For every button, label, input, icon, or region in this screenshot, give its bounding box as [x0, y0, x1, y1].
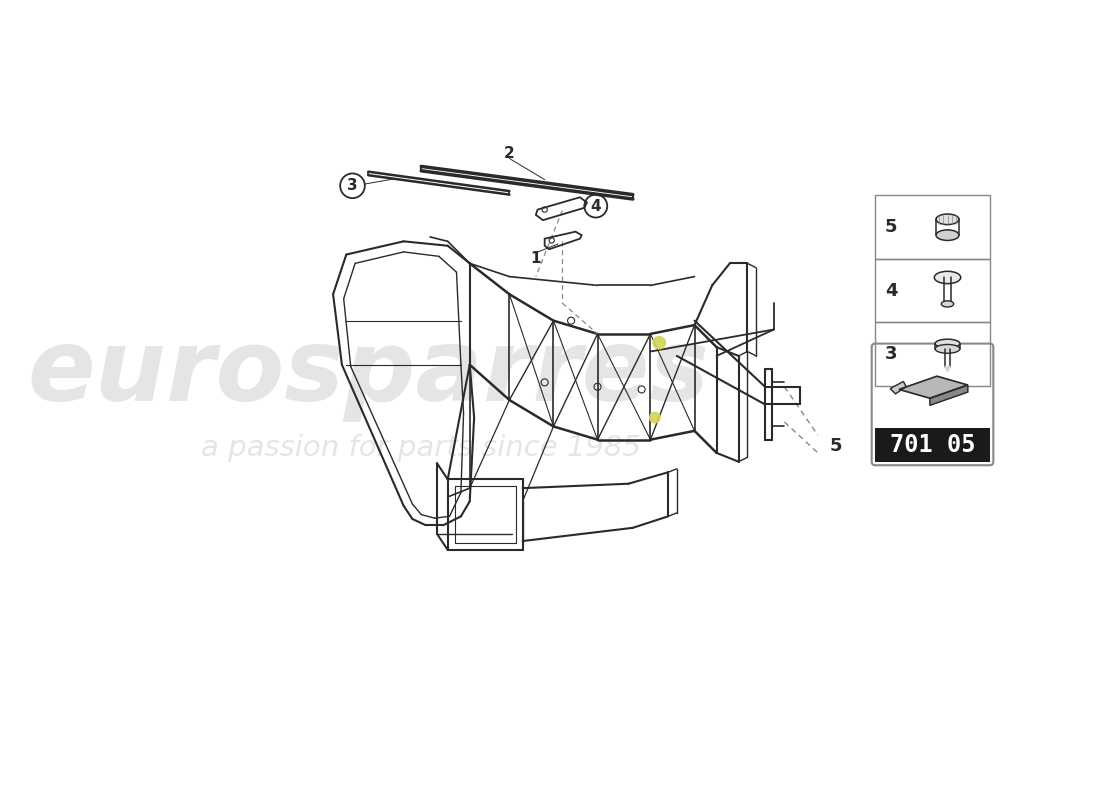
- Ellipse shape: [942, 301, 954, 307]
- Text: 3: 3: [348, 178, 358, 194]
- Ellipse shape: [935, 339, 960, 348]
- Text: 701 05: 701 05: [890, 433, 976, 457]
- Text: 3: 3: [884, 345, 898, 363]
- Polygon shape: [930, 385, 968, 406]
- Bar: [876, 428, 990, 462]
- Polygon shape: [890, 382, 906, 394]
- Circle shape: [650, 412, 660, 423]
- Text: eurosparres: eurosparres: [28, 325, 710, 422]
- Text: 2: 2: [504, 146, 515, 161]
- Ellipse shape: [936, 214, 959, 225]
- Ellipse shape: [934, 271, 960, 284]
- Text: 4: 4: [591, 198, 601, 214]
- Bar: [876, 195, 990, 259]
- Bar: [876, 259, 990, 322]
- Circle shape: [653, 337, 666, 349]
- Polygon shape: [899, 376, 968, 398]
- Text: 1: 1: [530, 250, 541, 266]
- Text: a passion for parts since 1985: a passion for parts since 1985: [201, 434, 641, 462]
- Text: 5: 5: [829, 437, 842, 455]
- Text: 4: 4: [884, 282, 898, 300]
- Polygon shape: [945, 366, 950, 372]
- Bar: [876, 322, 990, 386]
- Ellipse shape: [935, 345, 960, 354]
- Ellipse shape: [936, 230, 959, 241]
- Text: 5: 5: [884, 218, 898, 236]
